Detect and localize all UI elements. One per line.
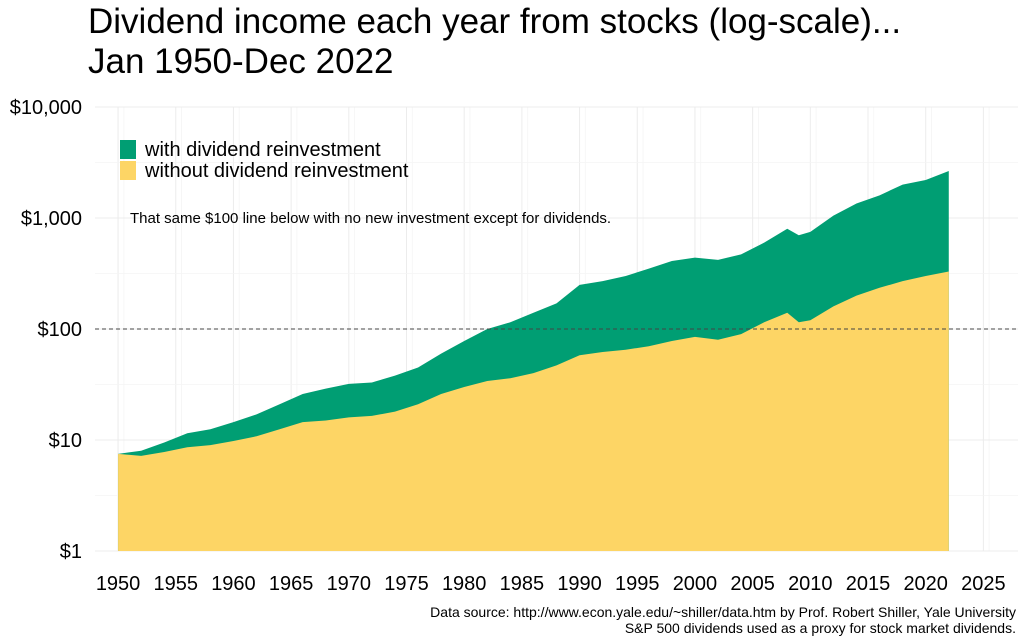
x-tick-label: 1985 (500, 573, 545, 595)
x-tick-label: 1955 (154, 573, 199, 595)
x-tick-label: 1960 (211, 573, 256, 595)
y-axis-ticks: $1 $10 $100 $1,000 $10,000 (10, 97, 82, 563)
legend-label: with dividend reinvestment (144, 139, 381, 161)
x-tick-label: 1970 (327, 573, 372, 595)
y-tick-label: $10 (49, 430, 82, 452)
x-tick-label: 2000 (673, 573, 718, 595)
data-source-note: Data source: http://www.econ.yale.edu/~s… (430, 604, 1016, 620)
x-tick-label: 1965 (269, 573, 314, 595)
footer: Data source: http://www.econ.yale.edu/~s… (430, 604, 1016, 636)
x-axis-ticks: 1950 1955 1960 1965 1970 1975 1980 1985 1990 1995… (96, 573, 1006, 595)
legend-label: without dividend reinvestment (144, 160, 409, 182)
y-tick-label: $1,000 (21, 208, 82, 230)
y-tick-label: $100 (38, 319, 83, 341)
area-without-reinvestment (118, 271, 949, 551)
x-tick-label: 2020 (903, 573, 948, 595)
x-tick-label: 1975 (384, 573, 429, 595)
x-tick-label: 2005 (730, 573, 775, 595)
y-tick-label: $1 (60, 541, 82, 563)
chart-title: Dividend income each year from stocks (l… (88, 2, 902, 81)
legend-swatch-with (120, 140, 136, 159)
x-tick-label: 2025 (961, 573, 1006, 595)
annotation-text: That same $100 line below with no new in… (130, 210, 611, 227)
x-tick-label: 1980 (442, 573, 487, 595)
x-tick-label: 1995 (615, 573, 660, 595)
x-tick-label: 1990 (557, 573, 602, 595)
proxy-note: S&P 500 dividends used as a proxy for st… (624, 620, 1016, 636)
x-tick-label: 1950 (96, 573, 141, 595)
x-tick-label: 2010 (788, 573, 833, 595)
y-tick-label: $10,000 (10, 97, 82, 119)
x-tick-label: 2015 (846, 573, 891, 595)
legend-swatch-without (120, 161, 136, 180)
area-series (118, 171, 949, 551)
